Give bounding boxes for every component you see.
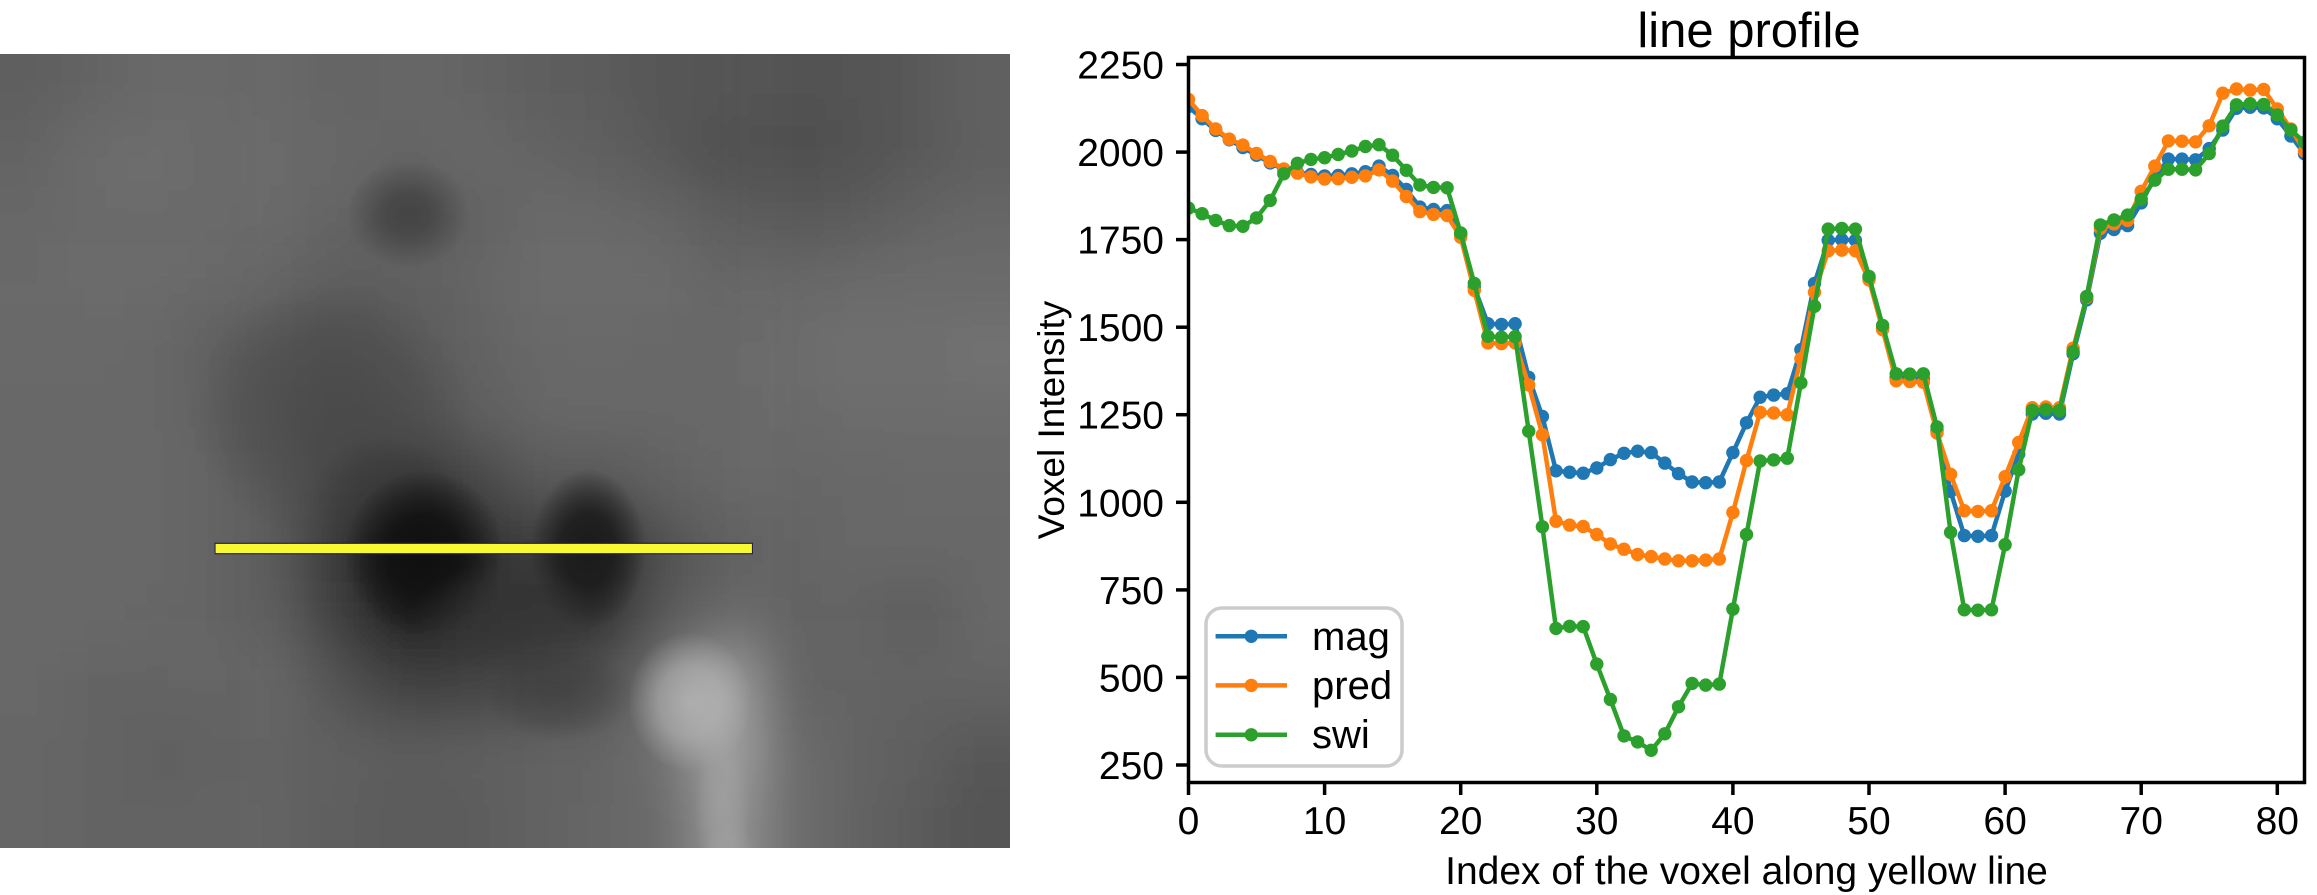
svg-text:30: 30 <box>1575 800 1618 843</box>
svg-text:0: 0 <box>1178 800 1200 843</box>
svg-text:1250: 1250 <box>1077 395 1164 438</box>
svg-text:1500: 1500 <box>1077 307 1164 350</box>
svg-text:pred: pred <box>1312 664 1392 708</box>
svg-text:2250: 2250 <box>1077 45 1164 88</box>
svg-text:1000: 1000 <box>1077 482 1164 525</box>
svg-text:swi: swi <box>1312 713 1370 757</box>
svg-text:500: 500 <box>1099 657 1164 700</box>
svg-text:10: 10 <box>1303 800 1346 843</box>
svg-text:2000: 2000 <box>1077 132 1164 175</box>
svg-text:mag: mag <box>1312 615 1390 659</box>
svg-text:750: 750 <box>1099 570 1164 613</box>
svg-text:20: 20 <box>1439 800 1482 843</box>
svg-text:Index of the voxel along yello: Index of the voxel along yellow line <box>1445 850 2048 893</box>
svg-text:70: 70 <box>2120 800 2163 843</box>
svg-text:line profile: line profile <box>1637 4 1860 58</box>
svg-text:Voxel Intensity: Voxel Intensity <box>1031 300 1072 539</box>
svg-text:1750: 1750 <box>1077 220 1164 263</box>
svg-text:40: 40 <box>1711 800 1754 843</box>
svg-text:60: 60 <box>1983 800 2026 843</box>
svg-text:250: 250 <box>1099 745 1164 788</box>
svg-text:80: 80 <box>2256 800 2299 843</box>
svg-text:50: 50 <box>1847 800 1890 843</box>
